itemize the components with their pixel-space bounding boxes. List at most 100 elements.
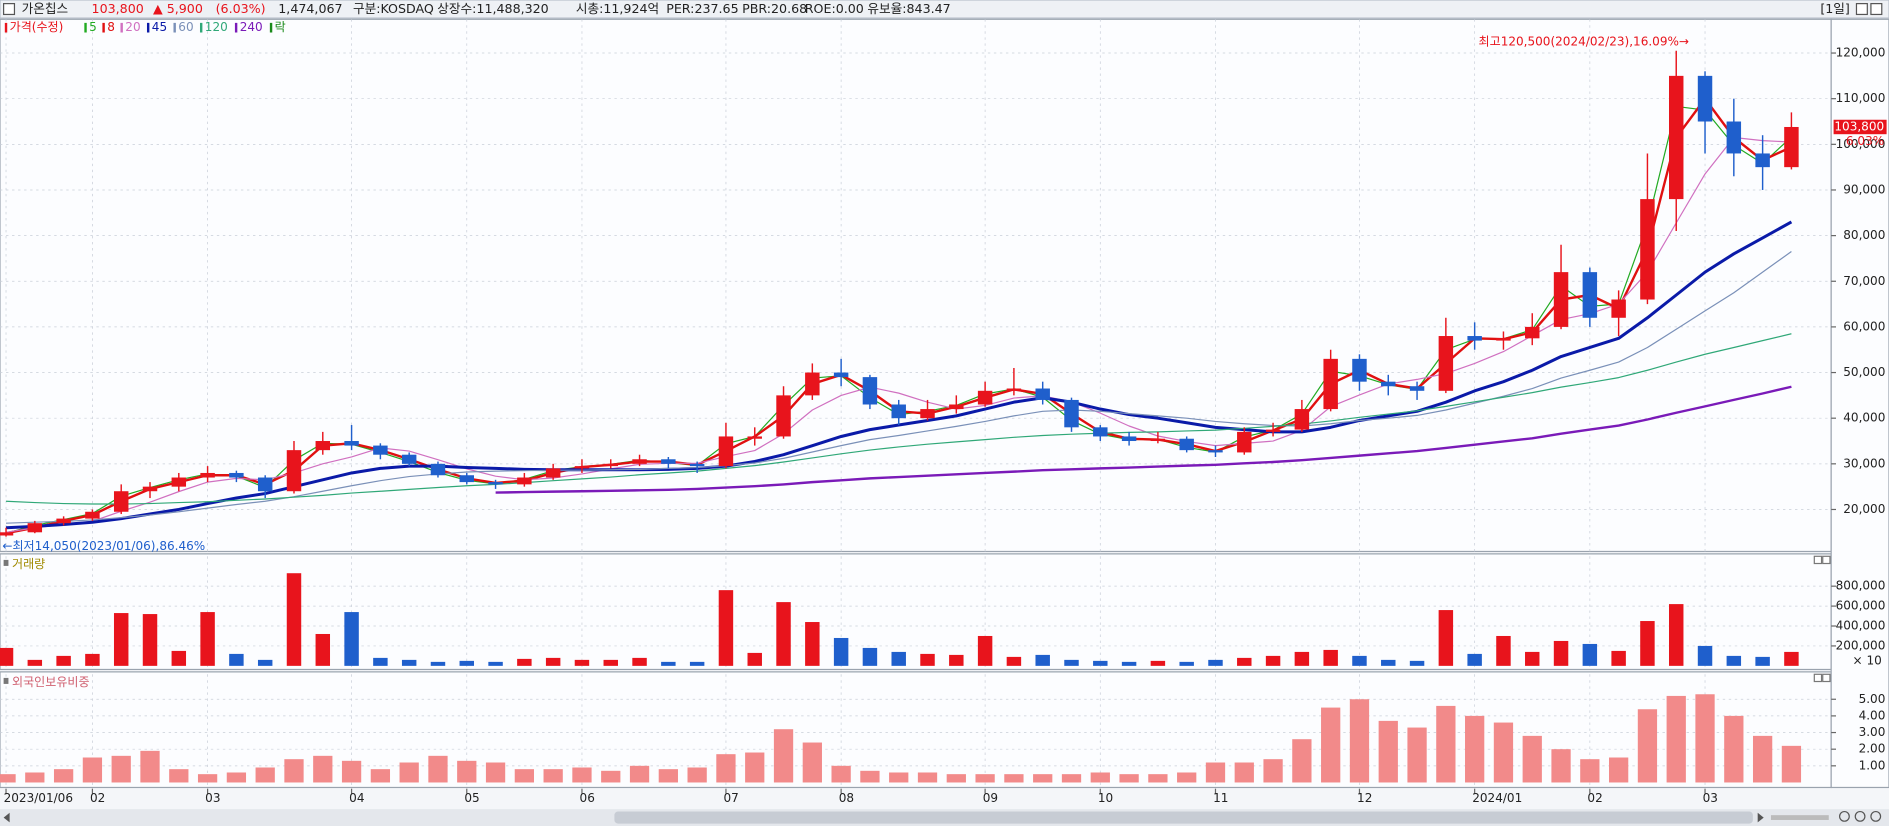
candle-body <box>545 468 561 478</box>
candle-body <box>747 436 762 439</box>
zoom-in[interactable] <box>1839 810 1850 822</box>
y-tick-label: 4.00 <box>1859 708 1886 722</box>
market: 구분:KOSDAQ <box>353 1 434 16</box>
zoom-out[interactable] <box>1854 810 1866 822</box>
candle-body <box>1121 436 1137 442</box>
bar <box>197 774 218 783</box>
candle-body <box>1208 450 1223 453</box>
y-tick-label: 600,000 <box>1836 599 1886 613</box>
panel-button[interactable] <box>1813 555 1823 565</box>
bar <box>920 653 935 666</box>
bar <box>341 760 362 783</box>
bar <box>805 622 820 666</box>
bar <box>1496 635 1511 666</box>
candle-body <box>1409 386 1425 391</box>
candle-body <box>603 463 618 467</box>
bar <box>833 637 849 666</box>
bar <box>1525 651 1540 666</box>
window-icon[interactable] <box>3 3 16 16</box>
bar <box>689 661 705 666</box>
bar <box>1064 659 1079 666</box>
candle-body <box>1006 388 1022 391</box>
bar <box>1090 772 1110 783</box>
candle-body <box>1064 399 1079 428</box>
panel-button[interactable] <box>1822 673 1831 683</box>
candle-body <box>1438 336 1454 391</box>
legend-label: 60 <box>178 20 193 34</box>
legend-swatch <box>269 22 273 33</box>
y-tick-label: 200,000 <box>1836 638 1886 652</box>
y-tick-label: 40,000 <box>1843 411 1885 425</box>
candle-body <box>0 532 14 536</box>
bar <box>1697 645 1713 666</box>
panel-button[interactable] <box>1813 673 1823 683</box>
scroll-right[interactable] <box>1757 812 1764 823</box>
candle-body <box>1381 381 1396 387</box>
candle-body <box>1611 299 1626 318</box>
bar <box>1666 695 1686 783</box>
y-tick-label: 50,000 <box>1843 365 1885 379</box>
bar <box>514 769 535 783</box>
candle-body <box>142 486 158 492</box>
bar <box>1409 660 1425 666</box>
x-tick-label: 11 <box>1213 791 1228 805</box>
y-tick-label: 30,000 <box>1843 456 1885 470</box>
scroll-left[interactable] <box>3 812 10 823</box>
candle-body <box>401 454 417 464</box>
period-button[interactable]: [1일] <box>1820 1 1850 16</box>
candle-body <box>805 372 820 396</box>
price-panel <box>0 18 1832 553</box>
moving-average-line <box>495 385 1792 494</box>
bar <box>1784 651 1799 666</box>
maximize-button[interactable] <box>1855 3 1868 16</box>
bar <box>1004 774 1024 783</box>
candle-body <box>56 518 71 524</box>
bar <box>399 762 419 783</box>
bar <box>658 769 678 783</box>
bar <box>171 650 187 666</box>
candle-body <box>977 390 993 405</box>
moving-average-line <box>5 220 1793 530</box>
bar <box>1179 661 1194 666</box>
bar <box>1150 660 1166 666</box>
candle-body <box>1035 388 1050 400</box>
panel-title: 외국인보유비중 <box>12 675 90 689</box>
candle-body <box>689 463 705 467</box>
bar <box>430 661 446 666</box>
candle-body <box>200 472 215 478</box>
bar <box>1148 774 1168 783</box>
bar <box>1349 699 1370 783</box>
bar <box>1234 762 1254 783</box>
close-button[interactable] <box>1870 3 1883 16</box>
bar <box>889 772 909 783</box>
bar <box>401 659 417 666</box>
candle-body <box>833 372 849 378</box>
candle-body <box>488 482 503 485</box>
moving-average-line <box>5 136 1792 533</box>
volume: 1,474,067 <box>278 1 342 16</box>
bar <box>1352 655 1367 666</box>
bar <box>831 765 851 783</box>
bar <box>1119 774 1139 783</box>
bar <box>0 774 16 783</box>
bar <box>1493 722 1514 783</box>
candle-body <box>1496 338 1511 341</box>
bar <box>1611 650 1626 666</box>
bar <box>200 612 215 666</box>
y-tick-label: 1.00 <box>1859 758 1886 772</box>
zoom-slider[interactable] <box>1770 815 1829 820</box>
scroll-thumb[interactable] <box>614 811 1753 824</box>
legend-swatch <box>146 22 150 33</box>
zoom-reset[interactable] <box>1870 810 1882 822</box>
bar <box>1292 739 1312 783</box>
legend-label: 45 <box>152 20 167 34</box>
panel-button[interactable] <box>1822 555 1831 565</box>
x-tick-label: 03 <box>1703 791 1718 805</box>
candle-body <box>27 523 43 533</box>
bar <box>975 774 995 783</box>
candle-body <box>718 436 734 467</box>
panel-icon <box>3 559 9 566</box>
y-tick-label: 110,000 <box>1836 91 1886 105</box>
bar <box>1522 735 1542 783</box>
legend-swatch <box>199 22 203 33</box>
